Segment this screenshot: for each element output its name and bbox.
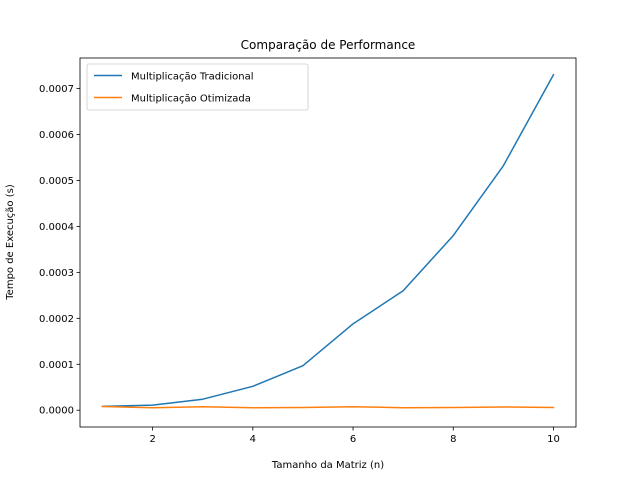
y-tick-label: 0.0007 (39, 84, 74, 95)
chart-title: Comparação de Performance (241, 38, 416, 52)
y-tick-label: 0.0003 (39, 268, 74, 279)
x-axis-ticks: 2 4 6 8 10 (149, 427, 559, 445)
y-axis-label: Tempo de Execução (s) (5, 184, 16, 301)
plot-background (80, 58, 576, 427)
y-axis-ticks: 0.0000 0.0001 0.0002 0.0003 0.0004 0.0005 0.00… (39, 84, 80, 417)
plot-area (80, 58, 576, 427)
y-tick-label: 0.0000 (39, 406, 74, 417)
y-tick-label: 0.0002 (39, 314, 74, 325)
x-tick-label: 4 (250, 434, 256, 445)
legend: Multiplicação Tradicional Multiplicação O… (87, 64, 308, 110)
x-tick-label: 8 (450, 434, 456, 445)
y-tick-label: 0.0006 (39, 130, 74, 141)
x-tick-label: 2 (149, 434, 155, 445)
y-tick-label: 0.0004 (39, 222, 74, 233)
series-line-2 (103, 407, 554, 408)
y-tick-label: 0.0005 (39, 176, 74, 187)
legend-label-2: Multiplicação Otimizada (131, 94, 251, 105)
x-tick-label: 10 (547, 434, 560, 445)
y-tick-label: 0.0001 (39, 360, 74, 371)
legend-label-1: Multiplicação Tradicional (131, 72, 254, 83)
x-tick-label: 6 (350, 434, 356, 445)
x-axis-label: Tamanho da Matriz (n) (271, 460, 384, 471)
